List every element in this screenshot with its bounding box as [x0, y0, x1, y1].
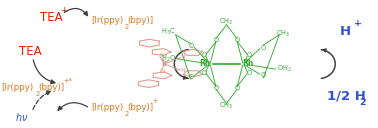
Text: 1/2 H: 1/2 H — [327, 89, 366, 102]
Text: (bpy)]: (bpy)] — [127, 103, 154, 112]
Text: O: O — [201, 52, 207, 58]
Text: TEA: TEA — [19, 45, 41, 58]
Text: N: N — [160, 69, 164, 74]
Text: CH$_3$: CH$_3$ — [219, 101, 234, 111]
Text: O: O — [213, 85, 218, 91]
Text: 2: 2 — [35, 91, 40, 97]
Text: Rh: Rh — [243, 60, 254, 68]
Text: O: O — [261, 72, 266, 78]
Text: O: O — [261, 45, 266, 51]
Text: 2: 2 — [125, 24, 129, 30]
Text: (bpy)]: (bpy)] — [127, 16, 154, 25]
Text: [Ir(ppy): [Ir(ppy) — [91, 103, 123, 112]
Text: 2: 2 — [359, 98, 366, 107]
Text: N: N — [180, 68, 185, 73]
Text: O: O — [188, 74, 194, 80]
Text: H: H — [339, 25, 350, 38]
Text: O: O — [246, 70, 252, 76]
Text: OH$_2$: OH$_2$ — [277, 64, 292, 74]
Text: H$_2$O: H$_2$O — [161, 54, 176, 64]
Text: N: N — [159, 53, 164, 58]
Text: O: O — [234, 37, 240, 43]
Text: Ir: Ir — [161, 60, 168, 68]
Text: O: O — [234, 85, 240, 91]
Text: CH$_3$: CH$_3$ — [276, 29, 290, 39]
Text: O: O — [201, 70, 207, 76]
Text: O: O — [246, 52, 252, 58]
Text: TEA: TEA — [40, 11, 63, 24]
Text: h$\nu$: h$\nu$ — [15, 111, 28, 122]
Text: +: + — [354, 19, 362, 28]
Text: +: + — [153, 98, 158, 104]
Text: H$_3$C: H$_3$C — [161, 27, 175, 38]
Text: O: O — [188, 43, 194, 49]
Text: Rh: Rh — [199, 60, 210, 68]
Text: [Ir(ppy): [Ir(ppy) — [91, 16, 123, 25]
Text: N: N — [180, 54, 185, 59]
Text: +: + — [60, 6, 67, 15]
Text: [Ir(ppy): [Ir(ppy) — [2, 83, 34, 92]
Text: CH$_3$: CH$_3$ — [219, 17, 234, 27]
Text: +*: +* — [64, 78, 73, 84]
Text: (bpy)]: (bpy)] — [38, 83, 65, 92]
Text: O: O — [213, 37, 218, 43]
Text: 2: 2 — [125, 111, 129, 117]
